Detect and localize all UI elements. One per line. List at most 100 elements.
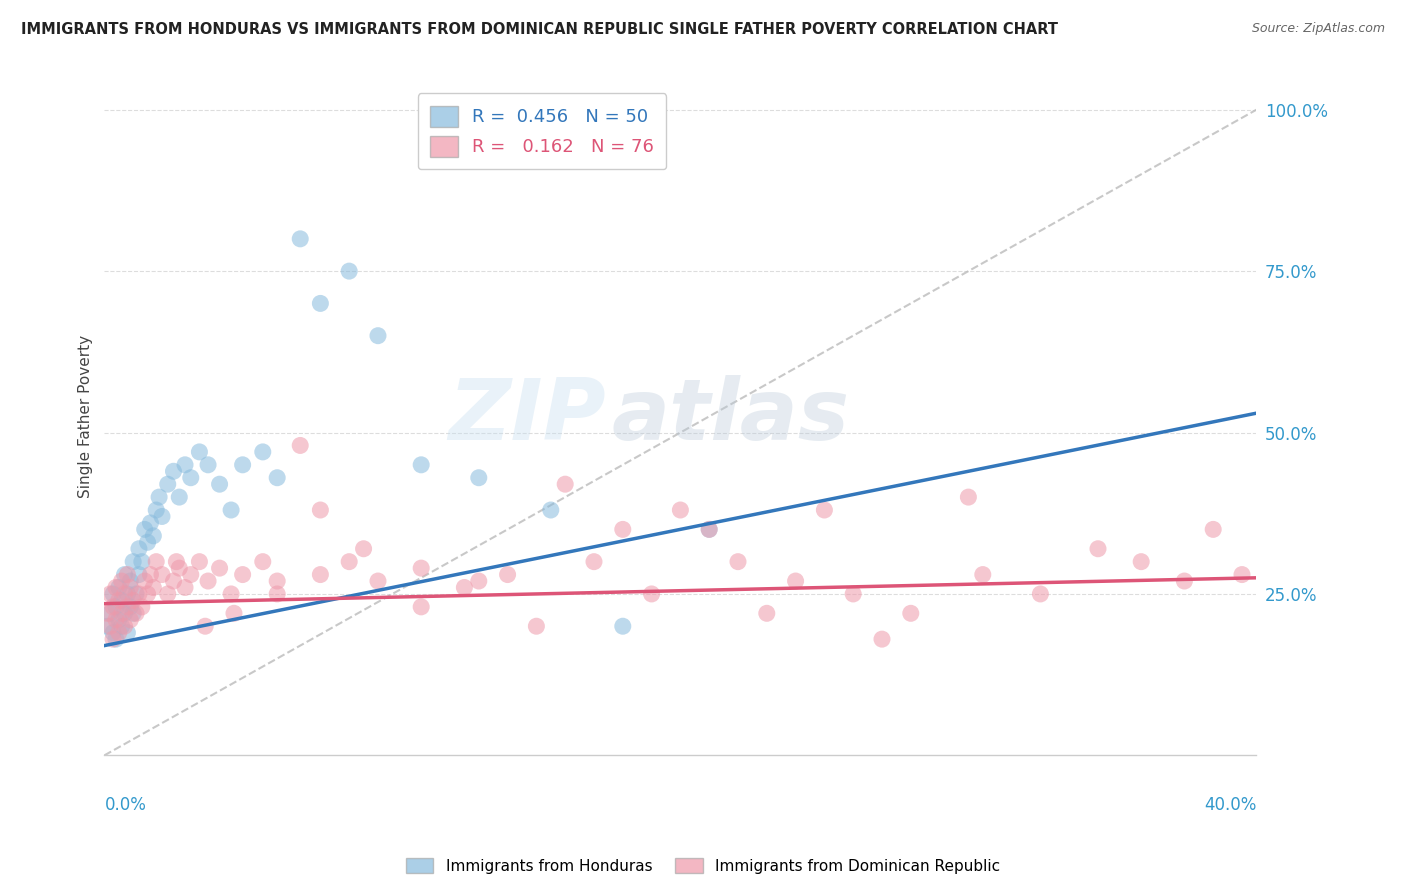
Point	[139, 567, 162, 582]
Point	[101, 632, 124, 647]
Point	[453, 581, 475, 595]
Point	[232, 567, 254, 582]
Point	[208, 561, 231, 575]
Point	[122, 607, 145, 621]
Point	[131, 555, 153, 569]
Point	[165, 555, 187, 569]
Point	[197, 458, 219, 472]
Point	[337, 264, 360, 278]
Point	[120, 613, 142, 627]
Point	[1029, 587, 1052, 601]
Point	[540, 503, 562, 517]
Point	[755, 607, 778, 621]
Text: IMMIGRANTS FROM HONDURAS VS IMMIGRANTS FROM DOMINICAN REPUBLIC SINGLE FATHER POV: IMMIGRANTS FROM HONDURAS VS IMMIGRANTS F…	[21, 22, 1059, 37]
Point	[411, 561, 433, 575]
Point	[128, 567, 150, 582]
Point	[139, 516, 162, 530]
Point	[219, 587, 242, 601]
Point	[197, 574, 219, 588]
Point	[367, 574, 389, 588]
Point	[122, 593, 145, 607]
Point	[162, 464, 184, 478]
Point	[117, 625, 139, 640]
Point	[785, 574, 807, 588]
Point	[145, 555, 167, 569]
Point	[612, 522, 634, 536]
Point	[524, 619, 547, 633]
Point	[136, 535, 159, 549]
Point	[136, 587, 159, 601]
Point	[266, 574, 288, 588]
Point	[107, 581, 129, 595]
Point	[167, 490, 190, 504]
Text: 40.0%: 40.0%	[1204, 796, 1257, 814]
Point	[252, 555, 274, 569]
Point	[367, 328, 389, 343]
Point	[411, 599, 433, 614]
Point	[107, 613, 129, 627]
Point	[107, 593, 129, 607]
Point	[870, 632, 893, 647]
Point	[337, 555, 360, 569]
Point	[101, 625, 124, 640]
Text: atlas: atlas	[612, 375, 849, 458]
Point	[96, 619, 118, 633]
Point	[697, 522, 720, 536]
Point	[957, 490, 980, 504]
Point	[222, 607, 245, 621]
Point	[134, 574, 156, 588]
Point	[697, 522, 720, 536]
Point	[582, 555, 605, 569]
Point	[1130, 555, 1153, 569]
Point	[290, 438, 312, 452]
Point	[1173, 574, 1195, 588]
Point	[219, 503, 242, 517]
Text: 0.0%: 0.0%	[104, 796, 146, 814]
Point	[111, 607, 134, 621]
Point	[174, 458, 197, 472]
Point	[1202, 522, 1225, 536]
Point	[669, 503, 692, 517]
Point	[114, 619, 136, 633]
Point	[309, 296, 332, 310]
Point	[142, 581, 165, 595]
Point	[148, 490, 170, 504]
Point	[101, 587, 124, 601]
Point	[232, 458, 254, 472]
Point	[111, 619, 134, 633]
Point	[174, 581, 197, 595]
Point	[266, 471, 288, 485]
Point	[252, 445, 274, 459]
Point	[167, 561, 190, 575]
Point	[266, 587, 288, 601]
Point	[496, 567, 519, 582]
Point	[101, 599, 124, 614]
Point	[188, 445, 211, 459]
Point	[194, 619, 217, 633]
Point	[554, 477, 576, 491]
Point	[111, 593, 134, 607]
Point	[114, 607, 136, 621]
Point	[125, 607, 148, 621]
Point	[117, 599, 139, 614]
Legend: R =  0.456   N = 50, R =   0.162   N = 76: R = 0.456 N = 50, R = 0.162 N = 76	[418, 94, 666, 169]
Point	[145, 503, 167, 517]
Point	[1230, 567, 1253, 582]
Point	[842, 587, 865, 601]
Point	[120, 574, 142, 588]
Point	[150, 509, 173, 524]
Point	[640, 587, 662, 601]
Point	[128, 587, 150, 601]
Point	[150, 567, 173, 582]
Point	[104, 581, 127, 595]
Point	[125, 587, 148, 601]
Point	[104, 599, 127, 614]
Point	[309, 567, 332, 582]
Point	[180, 567, 202, 582]
Point	[156, 587, 179, 601]
Point	[180, 471, 202, 485]
Point	[122, 555, 145, 569]
Point	[98, 587, 121, 601]
Point	[188, 555, 211, 569]
Point	[104, 613, 127, 627]
